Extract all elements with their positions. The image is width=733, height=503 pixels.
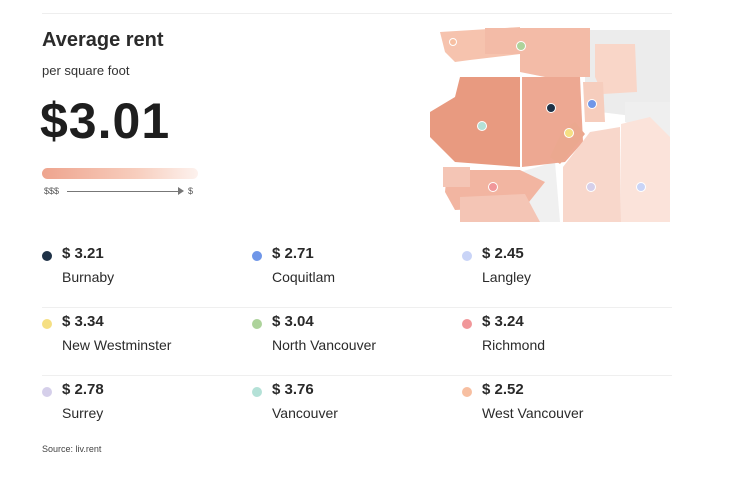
source-note: Source: liv.rent — [42, 444, 102, 454]
legend-city: Vancouver — [272, 405, 338, 421]
marker-north-vancouver — [516, 41, 526, 51]
legend-row: $ 2.78 Surrey $ 3.76 Vancouver $ 2.52 We… — [42, 376, 672, 443]
marker-west-vancouver — [449, 38, 457, 46]
legend-price: $ 3.21 — [62, 245, 104, 262]
legend-city: West Vancouver — [482, 405, 584, 421]
marker-coquitlam — [587, 99, 597, 109]
marker-surrey — [586, 182, 596, 192]
legend-city: New Westminster — [62, 337, 172, 353]
legend-item-langley: $ 2.45 Langley — [462, 240, 672, 307]
legend-city: Burnaby — [62, 269, 115, 285]
legend-row: $ 3.34 New Westminster $ 3.04 North Vanc… — [42, 308, 672, 376]
city-legend-grid: $ 3.21 Burnaby $ 2.71 Coquitlam $ 2.45 L… — [42, 240, 672, 443]
page-subtitle: per square foot — [42, 63, 130, 78]
legend-dot — [462, 387, 472, 397]
region-map — [430, 27, 670, 222]
legend-item-surrey: $ 2.78 Surrey — [42, 376, 252, 443]
legend-dot — [42, 251, 52, 261]
legend-dot — [42, 387, 52, 397]
legend-price: $ 3.24 — [482, 313, 524, 330]
scale-high-label: $$$ — [44, 186, 60, 196]
legend-city: Surrey — [62, 405, 104, 421]
legend-dot — [252, 319, 262, 329]
map-region-surrey — [563, 127, 621, 222]
legend-item-new-westminster: $ 3.34 New Westminster — [42, 308, 252, 375]
marker-burnaby — [546, 103, 556, 113]
price-scale-gradient — [42, 168, 198, 179]
legend-dot — [462, 319, 472, 329]
legend-price: $ 3.34 — [62, 313, 104, 330]
marker-richmond — [488, 182, 498, 192]
legend-city: Langley — [482, 269, 532, 285]
map-region-langley — [621, 117, 670, 222]
legend-price: $ 3.76 — [272, 381, 314, 398]
legend-price: $ 2.45 — [482, 245, 524, 262]
legend-price: $ 2.71 — [272, 245, 314, 262]
legend-price: $ 2.52 — [482, 381, 524, 398]
arrow-right-icon — [178, 187, 184, 195]
legend-dot — [42, 319, 52, 329]
legend-item-vancouver: $ 3.76 Vancouver — [252, 376, 462, 443]
scale-low-label: $ — [188, 186, 194, 196]
legend-item-burnaby: $ 3.21 Burnaby — [42, 240, 252, 307]
marker-langley — [636, 182, 646, 192]
legend-item-coquitlam: $ 2.71 Coquitlam — [252, 240, 462, 307]
legend-price: $ 3.04 — [272, 313, 314, 330]
legend-item-north-vancouver: $ 3.04 North Vancouver — [252, 308, 462, 375]
legend-city: Coquitlam — [272, 269, 336, 285]
legend-item-richmond: $ 3.24 Richmond — [462, 308, 672, 375]
average-rent-value: $3.01 — [40, 93, 171, 149]
page-title: Average rent — [42, 29, 164, 51]
map-region-tsawwassen — [443, 167, 470, 187]
map-region-vancouver — [430, 77, 520, 167]
map-region-north-east — [595, 44, 637, 94]
legend-city: North Vancouver — [272, 337, 377, 353]
legend-item-west-vancouver: $ 2.52 West Vancouver — [462, 376, 672, 443]
legend-row: $ 3.21 Burnaby $ 2.71 Coquitlam $ 2.45 L… — [42, 240, 672, 308]
scale-line — [67, 191, 180, 192]
map-region-new-westminster — [550, 122, 585, 164]
legend-price: $ 2.78 — [62, 381, 104, 398]
marker-new-westminster — [564, 128, 574, 138]
legend-dot — [462, 251, 472, 261]
legend-dot — [252, 251, 262, 261]
map-region-delta — [460, 194, 540, 222]
legend-dot — [252, 387, 262, 397]
top-divider — [42, 13, 672, 14]
marker-vancouver — [477, 121, 487, 131]
legend-city: Richmond — [482, 337, 546, 353]
map-region-north-vancouver — [485, 28, 590, 77]
